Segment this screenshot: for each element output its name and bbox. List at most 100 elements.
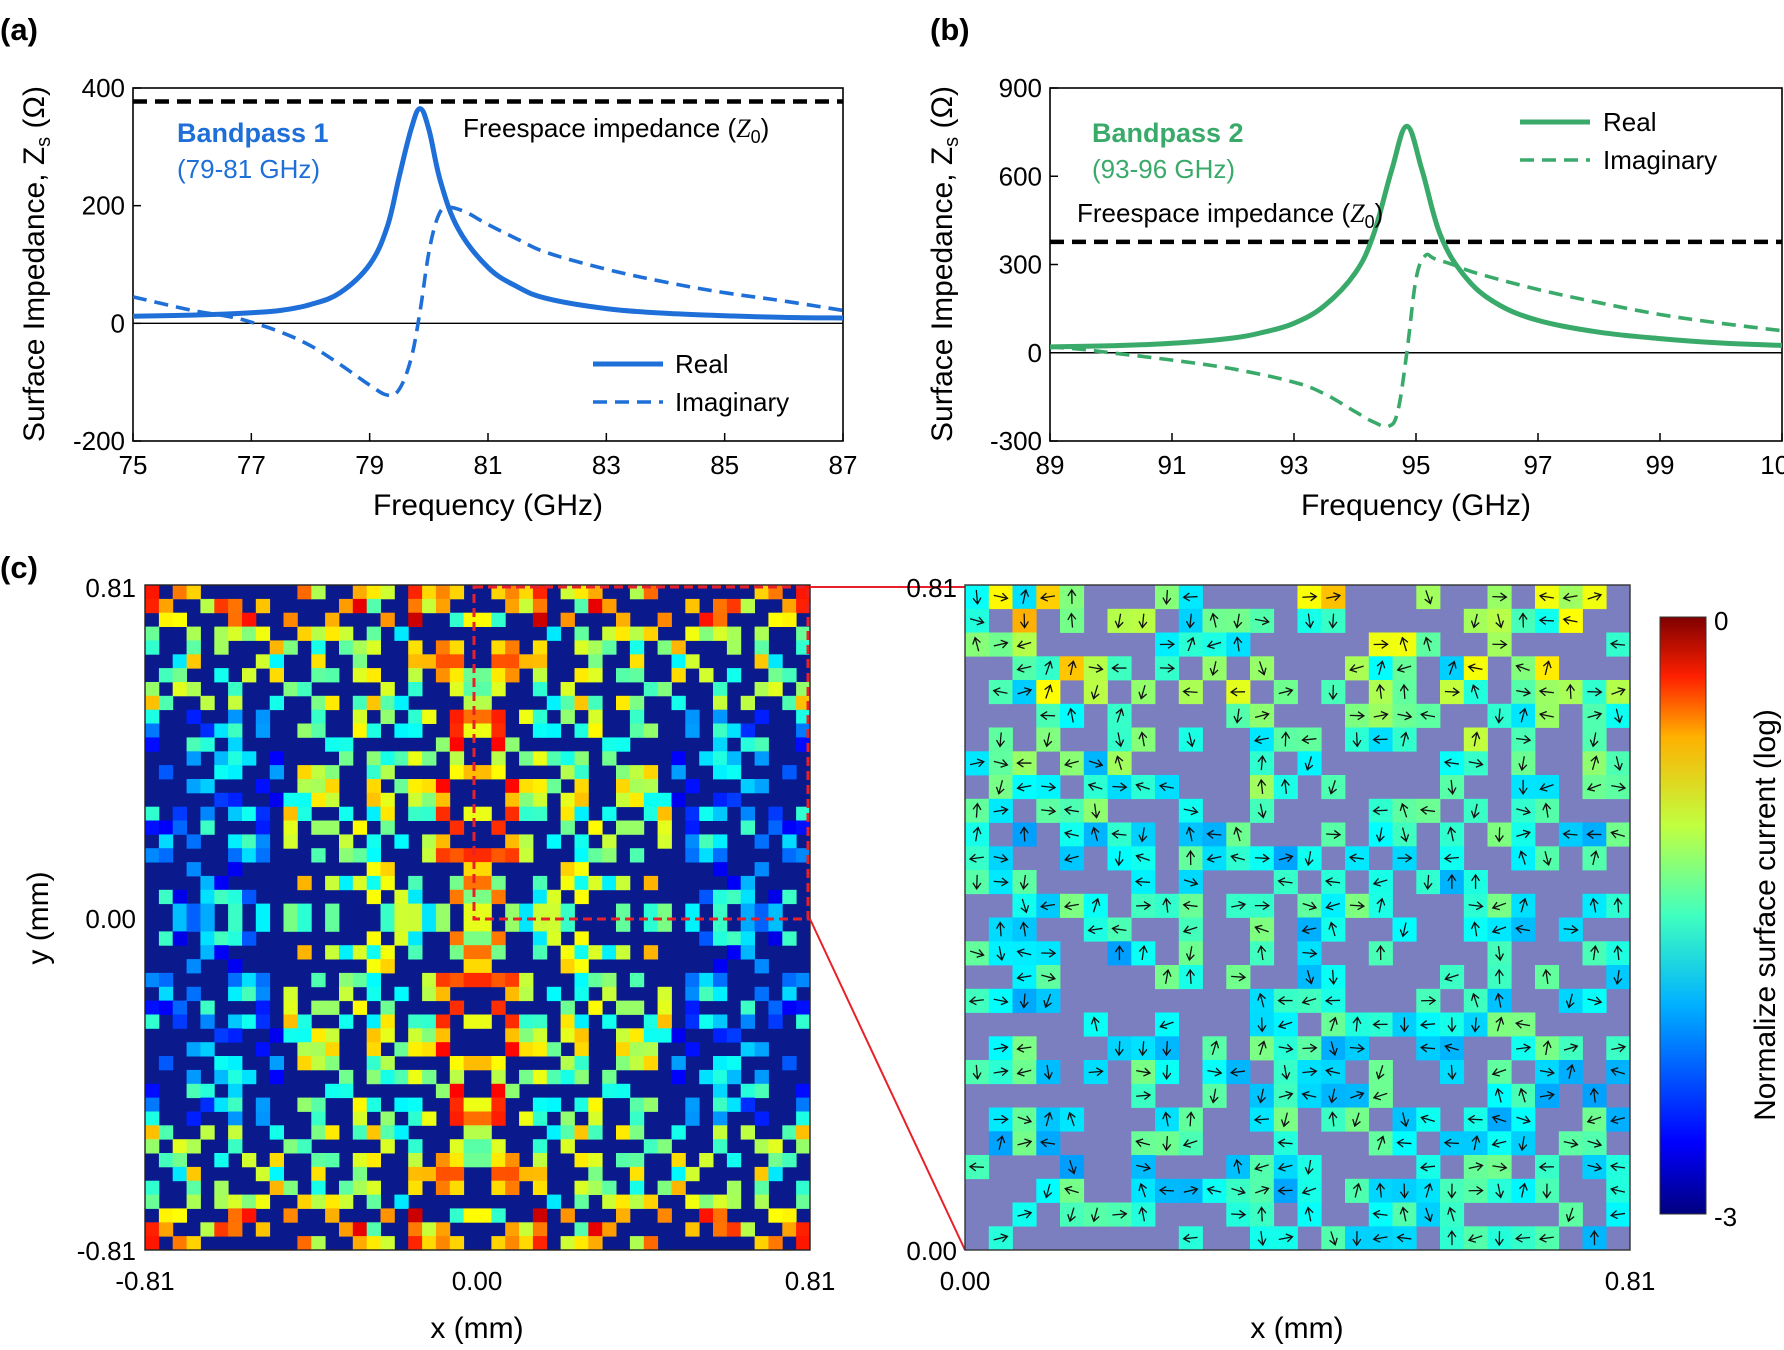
current-arrow	[993, 996, 1009, 1006]
current-arrow	[1352, 1016, 1362, 1032]
current-cell	[255, 848, 271, 863]
current-arrow	[1019, 874, 1029, 890]
current-cell	[145, 1111, 160, 1126]
current-cell	[297, 1139, 312, 1154]
current-cell	[463, 682, 478, 697]
current-cell	[297, 765, 312, 780]
right-ytick-top: 0.81	[906, 573, 957, 603]
left-y-axis-label: y (mm)	[22, 871, 55, 964]
current-arrow	[1376, 1135, 1386, 1150]
current-cell	[699, 931, 714, 946]
current-cell	[477, 682, 492, 697]
right-ytick-bottom: 0.00	[906, 1236, 957, 1266]
current-cell	[505, 806, 520, 821]
current-cell	[477, 1208, 492, 1223]
current-cell	[352, 1125, 368, 1140]
current-cell	[172, 585, 187, 600]
current-cell	[616, 612, 631, 627]
current-cell	[366, 765, 381, 780]
current-arrow	[1589, 897, 1599, 913]
current-cell	[311, 1125, 326, 1140]
current-cell	[713, 1097, 728, 1112]
y-axis-label-a: Surface Impedance, Zs (Ω)	[18, 86, 55, 442]
current-cell	[532, 945, 548, 960]
current-arrow	[1470, 1017, 1481, 1033]
current-cell	[602, 626, 617, 641]
current-cell	[145, 1194, 160, 1209]
current-cell	[699, 972, 714, 988]
current-arrow	[1257, 1231, 1267, 1247]
current-cell	[754, 737, 769, 752]
current-cell	[297, 1194, 312, 1209]
current-cell	[435, 737, 451, 752]
current-cell	[768, 668, 783, 683]
x-tick-label-a: 83	[592, 450, 621, 480]
current-arrow	[993, 592, 1009, 602]
current-arrow	[968, 996, 984, 1006]
current-arrow	[1614, 708, 1623, 724]
current-cell	[726, 668, 742, 683]
current-cell	[380, 1125, 395, 1140]
current-cell	[366, 848, 381, 863]
current-cell	[726, 1222, 742, 1237]
current-cell	[463, 709, 478, 724]
current-cell	[602, 848, 617, 863]
current-cell	[449, 765, 465, 780]
current-cell	[352, 668, 368, 683]
current-arrow	[1039, 1138, 1056, 1148]
current-arrow	[1114, 1041, 1124, 1057]
current-arrow	[1328, 684, 1338, 701]
current-cell	[283, 917, 298, 932]
current-arrow	[1589, 1087, 1599, 1103]
current-arrow	[1209, 1088, 1219, 1104]
left-ytick-top: 0.81	[85, 573, 136, 603]
current-arrow	[1302, 1043, 1318, 1053]
current-cell	[643, 723, 659, 738]
current-cell	[435, 1083, 451, 1099]
current-cell	[574, 945, 589, 960]
current-cell	[782, 612, 797, 627]
current-cell	[408, 640, 423, 655]
current-cell	[477, 1153, 492, 1168]
current-arrow	[1467, 663, 1483, 673]
current-cell	[352, 1236, 368, 1250]
current-arrow	[1257, 1040, 1267, 1056]
current-arrow	[1206, 829, 1222, 839]
current-arrow	[1566, 1063, 1576, 1079]
current-cell	[228, 917, 243, 932]
current-cell	[699, 626, 714, 641]
current-cell	[657, 917, 672, 932]
current-cell	[422, 1166, 437, 1182]
current-cell	[352, 1166, 368, 1182]
current-cell	[158, 1000, 174, 1015]
current-cell	[366, 1222, 381, 1237]
current-cell	[602, 875, 617, 891]
current-arrow	[1231, 900, 1247, 910]
current-arrow	[1186, 849, 1196, 866]
current-cell	[186, 779, 201, 794]
current-cell	[145, 626, 160, 641]
current-arrow	[1565, 1207, 1575, 1223]
current-arrow	[972, 589, 982, 606]
current-cell	[449, 1083, 465, 1099]
current-arrow	[1611, 687, 1626, 696]
current-arrow	[1565, 993, 1575, 1009]
current-arrow	[1044, 660, 1053, 675]
current-cell	[380, 1208, 395, 1223]
current-arrow	[1400, 731, 1410, 747]
current-cell	[657, 1139, 672, 1154]
current-cell	[754, 1194, 769, 1209]
current-arrow	[1399, 1206, 1409, 1222]
current-arrow	[1516, 806, 1532, 816]
current-arrow	[1495, 946, 1505, 962]
current-arrow	[1229, 1067, 1246, 1077]
current-cell	[726, 1069, 742, 1085]
current-cell	[629, 1166, 645, 1182]
current-arrow	[1136, 901, 1152, 911]
current-cell	[588, 1166, 603, 1182]
current-cell	[699, 889, 714, 905]
current-arrow	[1017, 1138, 1033, 1148]
current-cell	[768, 612, 783, 627]
current-arrow	[1159, 663, 1176, 673]
